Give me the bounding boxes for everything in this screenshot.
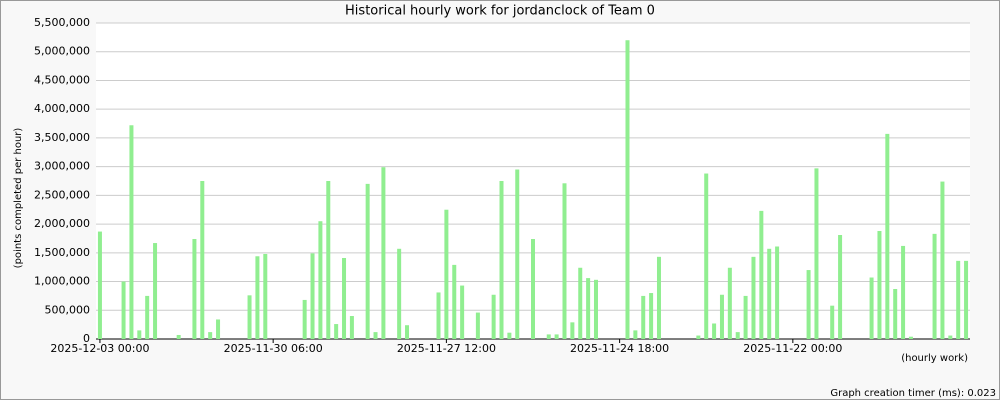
x-axis-label: (hourly work)	[901, 353, 968, 364]
bar	[712, 323, 717, 339]
bar	[767, 248, 772, 339]
bar	[948, 335, 953, 339]
bar	[727, 267, 732, 339]
bar	[491, 294, 496, 339]
bar	[405, 325, 410, 339]
bar	[578, 267, 583, 339]
chart-title: Historical hourly work for jordanclock o…	[345, 4, 655, 19]
bar	[153, 243, 158, 339]
bar	[452, 264, 457, 339]
bar	[838, 235, 843, 339]
bar	[515, 169, 520, 339]
bar	[475, 312, 480, 339]
x-tick-label: 2025-11-30 06:00	[224, 342, 323, 355]
bar	[759, 210, 764, 339]
bar	[908, 336, 913, 339]
bar	[641, 295, 646, 339]
bar	[893, 289, 898, 339]
y-tick-label: 5,500,000	[34, 16, 90, 29]
y-tick-label: 500,000	[45, 303, 91, 316]
bar	[901, 245, 906, 339]
bar	[247, 295, 252, 339]
bar	[121, 281, 126, 339]
bar	[570, 322, 575, 339]
bar	[334, 324, 339, 339]
bar	[499, 181, 504, 339]
y-tick-label: 3,500,000	[34, 131, 90, 144]
bar	[444, 209, 449, 339]
bar	[633, 330, 638, 339]
bar	[625, 40, 630, 340]
bar	[546, 334, 551, 339]
y-tick-label: 1,500,000	[34, 246, 90, 259]
bar	[830, 305, 835, 339]
y-tick-label: 4,000,000	[34, 102, 90, 115]
bar	[342, 257, 347, 339]
bar	[310, 253, 315, 339]
y-tick-label: 5,000,000	[34, 45, 90, 58]
bar	[145, 295, 150, 339]
bar	[869, 277, 874, 339]
bar	[129, 125, 134, 339]
bar	[436, 292, 441, 339]
bar	[554, 334, 559, 339]
bar	[216, 319, 221, 339]
bar	[318, 221, 323, 339]
bar	[956, 260, 961, 339]
bar	[964, 260, 969, 339]
bar	[751, 256, 756, 339]
bar	[137, 330, 142, 339]
bar	[940, 181, 945, 339]
bar	[507, 332, 512, 339]
bar	[381, 167, 386, 339]
bar	[696, 335, 701, 339]
bar	[649, 293, 654, 339]
y-tick-label: 2,000,000	[34, 217, 90, 230]
bar	[562, 183, 567, 339]
bar	[302, 299, 307, 339]
y-tick-label: 1,000,000	[34, 275, 90, 288]
y-tick-label: 4,500,000	[34, 73, 90, 86]
bar	[593, 279, 598, 339]
bar	[192, 239, 197, 339]
bar	[586, 278, 591, 339]
bar	[326, 181, 331, 339]
bar	[263, 253, 268, 339]
y-axis-label: (points completed per hour)	[13, 128, 24, 269]
bar	[97, 231, 102, 339]
bar	[373, 332, 378, 339]
bar	[743, 295, 748, 339]
bar	[531, 239, 535, 339]
bar	[719, 294, 724, 339]
bar	[397, 248, 402, 339]
bar	[656, 256, 661, 339]
bar	[775, 246, 780, 339]
bar	[885, 133, 890, 339]
footer: Graph creation timer (ms): 0.023	[830, 388, 996, 399]
y-tick-label: 2,500,000	[34, 188, 90, 201]
bar	[460, 285, 465, 339]
x-tick-label: 2025-11-24 18:00	[570, 342, 669, 355]
bar	[814, 168, 819, 339]
bar	[349, 316, 354, 339]
bar	[255, 256, 260, 339]
bar	[365, 183, 370, 339]
x-tick-label: 2025-11-22 00:00	[743, 342, 842, 355]
bar	[704, 173, 709, 339]
x-tick-label: 2025-11-27 12:00	[397, 342, 496, 355]
y-tick-label: 0	[83, 332, 90, 345]
bar	[200, 181, 205, 339]
bar	[806, 270, 811, 339]
bar	[176, 334, 181, 339]
bar	[877, 230, 882, 339]
x-tick-label: 2025-12-03 00:00	[50, 342, 149, 355]
bar	[735, 332, 740, 339]
bar	[932, 233, 937, 339]
y-tick-label: 3,000,000	[34, 160, 90, 173]
bar	[208, 332, 213, 339]
